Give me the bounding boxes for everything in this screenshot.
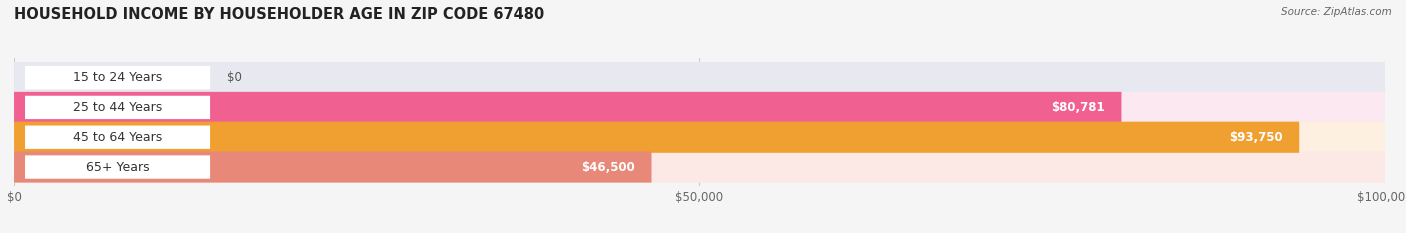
FancyBboxPatch shape bbox=[14, 92, 1122, 123]
FancyBboxPatch shape bbox=[25, 155, 209, 179]
Text: Source: ZipAtlas.com: Source: ZipAtlas.com bbox=[1281, 7, 1392, 17]
Text: $80,781: $80,781 bbox=[1052, 101, 1105, 114]
FancyBboxPatch shape bbox=[14, 62, 1385, 93]
Text: HOUSEHOLD INCOME BY HOUSEHOLDER AGE IN ZIP CODE 67480: HOUSEHOLD INCOME BY HOUSEHOLDER AGE IN Z… bbox=[14, 7, 544, 22]
Text: 15 to 24 Years: 15 to 24 Years bbox=[73, 71, 162, 84]
FancyBboxPatch shape bbox=[14, 151, 1385, 183]
FancyBboxPatch shape bbox=[25, 126, 209, 149]
FancyBboxPatch shape bbox=[14, 92, 1385, 123]
Text: 45 to 64 Years: 45 to 64 Years bbox=[73, 131, 162, 144]
Text: 25 to 44 Years: 25 to 44 Years bbox=[73, 101, 162, 114]
Text: $46,500: $46,500 bbox=[581, 161, 636, 174]
FancyBboxPatch shape bbox=[14, 122, 1299, 153]
FancyBboxPatch shape bbox=[14, 122, 1385, 153]
Text: $0: $0 bbox=[226, 71, 242, 84]
FancyBboxPatch shape bbox=[25, 66, 209, 89]
FancyBboxPatch shape bbox=[25, 96, 209, 119]
FancyBboxPatch shape bbox=[14, 151, 651, 183]
Text: $93,750: $93,750 bbox=[1229, 131, 1282, 144]
Text: 65+ Years: 65+ Years bbox=[86, 161, 149, 174]
